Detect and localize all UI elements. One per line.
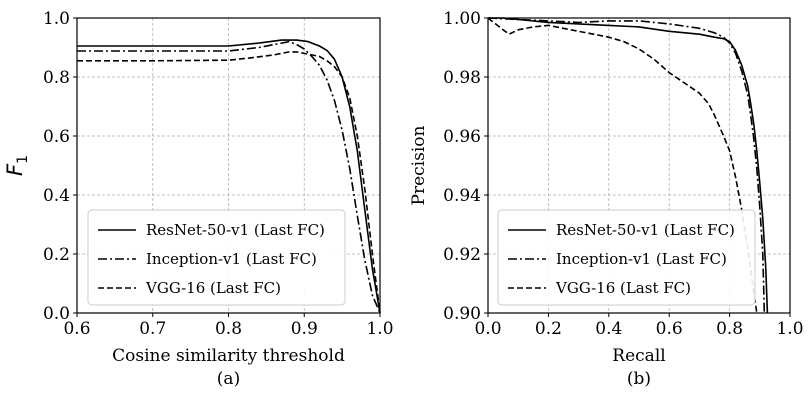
axes-frame-b: [487, 17, 791, 314]
y-tick-label-a: 1.0: [43, 9, 70, 29]
legend-label-b-1: Inception-v1 (Last FC): [556, 250, 727, 268]
x-tick-label-b: 0.6: [656, 319, 683, 339]
y-tick-label-a: 0.6: [43, 127, 70, 147]
x-tick-label-a: 1.0: [366, 319, 393, 339]
legend-label-b-2: VGG-16 (Last FC): [555, 279, 691, 297]
caption-b: (b): [627, 369, 651, 389]
y-axis-label-main-a: F: [3, 163, 27, 176]
y-tick-label-a: 0.4: [43, 186, 70, 206]
series-group-a: [77, 39, 381, 314]
legend-label-b-0: ResNet-50-v1 (Last FC): [556, 221, 735, 239]
x-tick-label-b: 0.2: [535, 319, 562, 339]
x-tick-label-a: 0.7: [139, 319, 166, 339]
x-axis-label-b: Recall: [612, 346, 665, 366]
y-tick-label-b: 0.94: [443, 186, 481, 206]
legend-label-a-0: ResNet-50-v1 (Last FC): [146, 221, 325, 239]
x-tick-label-a: 0.8: [215, 319, 242, 339]
y-tick-label-b: 1.00: [443, 9, 481, 29]
y-axis-label-a: F1: [3, 155, 31, 176]
legend-box-b: [497, 209, 756, 306]
ticks-a: 0.6 0.7 0.8 0.9 1.0 0.0 0.2 0.4 0.6 0.8 1.0: [43, 9, 394, 339]
chart-panel-a: 0.6 0.7 0.8 0.9 1.0 0.0 0.2 0.4 0.6 0.8 1.0 Cosine…: [3, 9, 394, 389]
series-line-a-1: [77, 40, 381, 314]
y-tick-label-a: 0.8: [43, 68, 70, 88]
series-line-a-0: [77, 39, 381, 314]
y-tick-label-b: 0.92: [443, 245, 481, 265]
y-tick-label-b: 0.90: [443, 304, 481, 324]
y-tick-label-a: 0.2: [43, 245, 70, 265]
x-tick-label-b: 0.0: [474, 319, 501, 339]
x-axis-label-a: Cosine similarity threshold: [112, 346, 345, 366]
y-tick-label-a: 0.0: [43, 304, 70, 324]
x-tick-label-b: 0.4: [595, 319, 622, 339]
legend-label-a-1: Inception-v1 (Last FC): [146, 250, 317, 268]
legend-box-a: [87, 209, 346, 306]
x-tick-label-b: 0.8: [716, 319, 743, 339]
y-tick-label-b: 0.98: [443, 68, 481, 88]
series-line-b-1: [487, 17, 766, 314]
legend-b: ResNet-50-v1 (Last FC) Inception-v1 (Last…: [497, 209, 756, 306]
x-tick-label-a: 0.9: [291, 319, 318, 339]
x-tick-label-b: 1.0: [776, 319, 803, 339]
y-axis-label-sub-a: 1: [15, 155, 31, 164]
y-axis-label-b: Precision: [409, 125, 429, 205]
legend-a: ResNet-50-v1 (Last FC) Inception-v1 (Last…: [87, 209, 346, 306]
legend-label-a-2: VGG-16 (Last FC): [145, 279, 281, 297]
caption-a: (a): [217, 369, 240, 389]
chart-panel-b: 0.0 0.2 0.4 0.6 0.8 1.0 0.90 0.92 0.94 0.96 0.98 1.…: [409, 9, 804, 389]
x-tick-label-a: 0.6: [63, 319, 90, 339]
ticks-b: 0.0 0.2 0.4 0.6 0.8 1.0 0.90 0.92 0.94 0.96 0.98 1.…: [443, 9, 803, 339]
y-tick-label-b: 0.96: [443, 127, 481, 147]
series-line-a-2: [77, 51, 381, 314]
